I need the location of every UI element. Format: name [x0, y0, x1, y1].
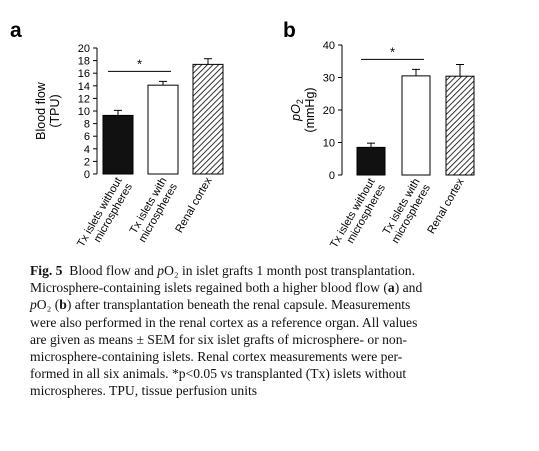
y-tick-label: 12: [78, 93, 90, 105]
y-tick-label: 0: [84, 169, 90, 181]
bar: [102, 114, 134, 175]
caption-line-3: pO₂ (b) after transplantation beneath th…: [30, 297, 411, 313]
panel-letter: b: [283, 19, 296, 42]
figure-caption: Fig. 5 Blood flow and pO₂ in islet graft…: [30, 262, 508, 400]
category-label: Tx islets withmicrospheres: [379, 176, 433, 246]
caption-line-1: Fig. 5 Blood flow and pO₂ in islet graft…: [30, 262, 508, 279]
caption-line-6: microsphere-containing islets. Renal cor…: [30, 349, 403, 365]
category-label: Tx islets withoutmicrospheres: [328, 176, 388, 256]
y-tick-label: 0: [329, 170, 335, 182]
category-label: Tx islets withoutmicrospheres: [75, 175, 135, 255]
category-label: Renal cortex: [425, 176, 467, 236]
y-axis-label: pO2(mmHg): [289, 87, 317, 132]
y-tick-label: 20: [78, 43, 90, 55]
significance-star: *: [137, 56, 142, 71]
y-tick-label: 4: [84, 144, 90, 156]
bar: [445, 75, 475, 176]
category-label: Tx islets withmicrospheres: [126, 175, 180, 245]
y-tick-label: 16: [78, 68, 90, 80]
category-label-line: Renal cortex: [425, 176, 467, 236]
category-label-line: Renal cortex: [173, 175, 215, 235]
y-tick-label: 40: [323, 40, 335, 52]
caption-panel-ref: b: [59, 297, 67, 313]
y-axis-label-line: (TPU): [48, 94, 62, 127]
caption-panel-ref: a: [387, 280, 395, 296]
y-axis-label-unit: (mmHg): [303, 87, 317, 132]
caption-line-7: formed in all six animals. *p<0.05 vs tr…: [30, 366, 407, 382]
bar: [356, 146, 386, 176]
y-axis-label: Blood flow(TPU): [34, 81, 62, 140]
y-tick-label: 6: [84, 131, 90, 143]
y-tick-label: 18: [78, 56, 90, 68]
caption-line-2: Microsphere-containing islets regained b…: [30, 280, 423, 296]
y-tick-label: 20: [323, 105, 335, 117]
bar: [401, 75, 431, 176]
caption-italic-p: p: [30, 297, 37, 313]
y-axis-label-var: pO: [289, 104, 303, 122]
caption-text: Blood flow and pO₂ in islet grafts 1 mon…: [69, 263, 415, 278]
bar: [192, 63, 224, 175]
bar: [147, 84, 179, 175]
y-tick-label: 10: [78, 106, 90, 118]
y-tick-label: 8: [84, 119, 90, 131]
caption-fig-label: Fig. 5: [30, 263, 63, 278]
panel-letter: a: [10, 19, 22, 42]
category-label: Renal cortex: [173, 175, 215, 235]
caption-italic-p: p: [157, 263, 165, 278]
caption-line-4: were also performed in the renal cortex …: [30, 314, 418, 330]
significance-star: *: [390, 44, 395, 59]
y-axis-label-line: Blood flow: [34, 81, 48, 140]
caption-line-8: microspheres. TPU, tissue perfusion unit…: [30, 383, 258, 399]
y-tick-label: 14: [78, 81, 90, 93]
y-axis-label-sub: 2: [295, 99, 305, 104]
y-tick-label: 2: [84, 156, 90, 168]
y-tick-label: 30: [323, 73, 335, 85]
y-tick-label: 10: [323, 138, 335, 150]
caption-line-5: are given as means ± SEM for six islet g…: [30, 331, 408, 347]
panel-b-chart: b 0 10 20 30 40 pO2(mmHg) * Tx islets withoutmic…: [283, 19, 475, 256]
